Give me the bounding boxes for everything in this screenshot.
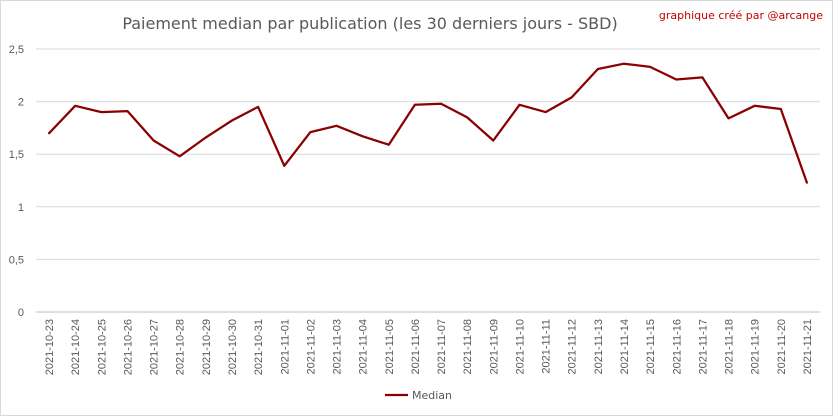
x-tick-label: 2021-10-30 bbox=[227, 319, 239, 375]
x-tick-label: 2021-11-06 bbox=[410, 319, 422, 374]
x-tick-label: 2021-10-31 bbox=[253, 319, 265, 375]
legend: Median bbox=[385, 389, 452, 402]
x-tick-label: 2021-10-23 bbox=[44, 319, 56, 375]
x-tick-label: 2021-11-07 bbox=[436, 319, 448, 374]
x-tick-label: 2021-10-25 bbox=[96, 319, 108, 375]
series-line-median bbox=[47, 62, 809, 184]
y-tick-label: 1 bbox=[18, 202, 24, 214]
y-tick-label: 2 bbox=[18, 97, 24, 109]
x-tick-label: 2021-11-02 bbox=[305, 319, 317, 374]
x-tick-label: 2021-11-04 bbox=[358, 319, 370, 374]
gridlines bbox=[36, 48, 820, 313]
chart-title: Paiement median par publication (les 30 … bbox=[122, 14, 617, 33]
x-tick-label: 2021-11-16 bbox=[671, 319, 683, 374]
x-tick-label: 2021-11-11 bbox=[541, 319, 553, 374]
x-tick-label: 2021-11-19 bbox=[750, 319, 762, 374]
x-tick-label: 2021-11-18 bbox=[724, 319, 736, 374]
x-tick-label: 2021-11-15 bbox=[645, 319, 657, 374]
x-tick-label: 2021-11-20 bbox=[776, 319, 788, 374]
y-tick-label: 2,5 bbox=[9, 44, 24, 56]
y-tick-label: 0,5 bbox=[9, 254, 24, 266]
x-tick-label: 2021-11-03 bbox=[332, 319, 344, 374]
series-group bbox=[47, 62, 809, 184]
x-tick-label: 2021-10-29 bbox=[201, 319, 213, 375]
x-axis-ticks: 2021-10-23 2021-10-24 2021-10-25 2021-10-26… bbox=[44, 319, 814, 375]
x-tick-label: 2021-11-14 bbox=[619, 319, 631, 374]
x-tick-label: 2021-10-28 bbox=[175, 319, 187, 375]
x-tick-label: 2021-10-26 bbox=[122, 319, 134, 375]
chart-credit: graphique créé par @arcange bbox=[659, 9, 823, 22]
legend-label: Median bbox=[412, 389, 452, 402]
x-tick-label: 2021-11-08 bbox=[462, 319, 474, 374]
x-tick-label: 2021-11-09 bbox=[488, 319, 500, 374]
x-tick-label: 2021-11-13 bbox=[593, 319, 605, 374]
x-tick-label: 2021-11-17 bbox=[697, 319, 709, 374]
x-tick-label: 2021-11-10 bbox=[514, 319, 526, 374]
x-tick-label: 2021-11-05 bbox=[384, 319, 396, 374]
x-tick-label: 2021-11-12 bbox=[567, 319, 579, 374]
x-tick-label: 2021-10-24 bbox=[70, 319, 82, 375]
x-tick-label: 2021-11-21 bbox=[802, 319, 814, 374]
y-axis-ticks: 0 0,5 1 1,5 2 2,5 bbox=[9, 44, 24, 319]
x-tick-label: 2021-10-27 bbox=[149, 319, 161, 375]
y-tick-label: 1,5 bbox=[9, 149, 24, 161]
y-tick-label: 0 bbox=[18, 307, 24, 319]
x-tick-label: 2021-11-01 bbox=[279, 319, 291, 374]
